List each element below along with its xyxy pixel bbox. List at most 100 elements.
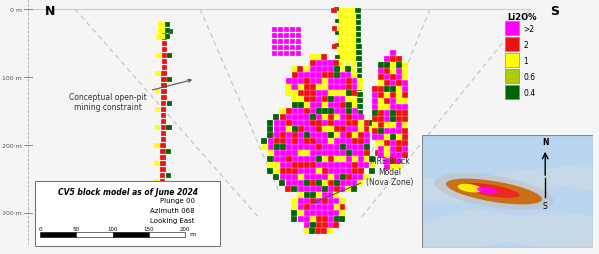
Bar xyxy=(316,97,322,103)
Bar xyxy=(334,121,340,126)
Bar xyxy=(340,79,346,85)
Bar xyxy=(339,87,344,92)
Bar xyxy=(298,181,304,186)
Bar xyxy=(166,149,171,154)
Bar xyxy=(340,73,346,79)
Bar xyxy=(322,223,328,228)
Bar xyxy=(351,73,356,79)
Bar xyxy=(161,131,166,136)
Bar xyxy=(340,104,345,109)
Bar xyxy=(334,181,340,186)
Bar xyxy=(328,61,334,67)
Bar xyxy=(358,122,363,128)
Bar xyxy=(352,79,358,85)
Bar xyxy=(328,205,334,210)
Bar xyxy=(350,21,355,26)
Bar xyxy=(333,81,338,86)
Bar xyxy=(284,34,289,39)
Bar xyxy=(358,104,363,109)
Bar xyxy=(328,169,334,174)
Bar xyxy=(316,73,322,79)
Bar xyxy=(278,34,283,39)
Bar xyxy=(358,134,364,139)
Bar xyxy=(350,51,356,56)
Bar xyxy=(378,93,383,99)
Bar xyxy=(272,46,277,51)
Bar xyxy=(156,36,161,41)
Bar xyxy=(372,135,377,140)
Bar xyxy=(268,133,274,138)
Bar xyxy=(284,46,289,51)
Bar xyxy=(378,153,383,158)
Bar xyxy=(268,151,274,156)
Bar xyxy=(310,115,316,121)
Bar xyxy=(316,211,322,216)
Bar xyxy=(390,159,395,164)
Bar xyxy=(304,91,310,97)
Bar xyxy=(316,115,322,121)
Bar xyxy=(304,157,310,162)
Bar xyxy=(154,179,159,184)
Bar xyxy=(352,139,358,145)
Bar xyxy=(322,127,328,133)
Bar xyxy=(298,163,304,168)
Bar xyxy=(335,68,340,72)
Bar xyxy=(334,73,340,79)
Bar xyxy=(390,141,395,146)
Bar xyxy=(309,55,314,61)
Bar xyxy=(160,179,165,184)
Bar xyxy=(310,91,316,97)
Bar xyxy=(334,163,340,168)
Text: m: m xyxy=(189,232,195,236)
Bar xyxy=(298,139,304,145)
Bar xyxy=(316,61,322,67)
Text: CV5 block model as of June 2024: CV5 block model as of June 2024 xyxy=(58,187,198,196)
Bar xyxy=(280,145,286,150)
Bar xyxy=(384,57,389,63)
Bar xyxy=(328,145,334,150)
Bar xyxy=(267,127,273,133)
Bar xyxy=(334,116,339,121)
Bar xyxy=(310,121,316,126)
Bar xyxy=(310,67,316,73)
Bar xyxy=(334,103,340,108)
Text: 0.6: 0.6 xyxy=(523,72,535,81)
Bar xyxy=(35,181,220,246)
Bar xyxy=(390,63,395,69)
Bar xyxy=(286,85,292,91)
Bar xyxy=(304,163,310,168)
Bar xyxy=(346,116,351,121)
Bar xyxy=(286,175,292,180)
Bar xyxy=(322,67,328,73)
Bar xyxy=(267,163,273,168)
Bar xyxy=(292,157,298,162)
Bar xyxy=(358,115,364,121)
Bar xyxy=(274,127,280,133)
Bar xyxy=(372,87,377,93)
Bar xyxy=(402,141,407,146)
Bar xyxy=(346,109,352,115)
Bar xyxy=(384,63,389,69)
Bar xyxy=(356,15,361,20)
Bar xyxy=(402,123,407,129)
Bar xyxy=(364,121,370,126)
Bar xyxy=(340,67,346,73)
Bar xyxy=(310,211,316,216)
Bar xyxy=(357,87,362,92)
Bar xyxy=(346,91,352,97)
Bar xyxy=(280,133,286,138)
Bar xyxy=(304,217,310,222)
Bar xyxy=(390,153,395,158)
Bar xyxy=(316,175,322,180)
Bar xyxy=(372,117,377,122)
Bar xyxy=(335,56,340,60)
Polygon shape xyxy=(422,209,593,248)
Text: 100 m: 100 m xyxy=(2,75,22,80)
Bar xyxy=(352,116,357,121)
Bar xyxy=(162,66,167,71)
Bar xyxy=(161,102,167,107)
Bar xyxy=(161,137,166,142)
Bar xyxy=(396,69,401,75)
Bar xyxy=(351,75,356,80)
Bar xyxy=(292,181,298,186)
